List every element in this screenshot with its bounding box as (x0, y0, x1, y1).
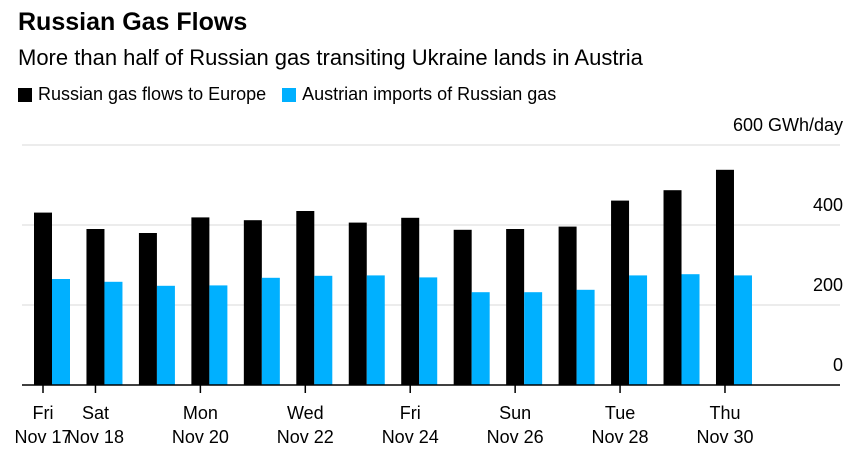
bar-austria-nov-24 (419, 277, 438, 385)
x-tick-date-label: Nov 24 (382, 427, 439, 447)
y-tick-label-400: 400 (813, 195, 843, 215)
bar-europe-nov-28 (611, 200, 630, 385)
bar-austria-nov-23 (366, 275, 385, 385)
y-tick-label-200: 200 (813, 275, 843, 295)
x-tick-date-label: Nov 18 (67, 427, 124, 447)
chart-legend: Russian gas flows to Europe Austrian imp… (18, 84, 572, 105)
bar-austria-nov-17 (52, 279, 70, 385)
chart-title: Russian Gas Flows (18, 8, 248, 36)
bar-europe-nov-17 (34, 212, 52, 385)
bar-europe-nov-30 (715, 169, 734, 385)
chart-subtitle: More than half of Russian gas transiting… (18, 45, 643, 70)
bar-austria-nov-19 (156, 285, 175, 385)
y-axis-unit-label: 600 GWh/day (733, 115, 843, 135)
x-tick-day-label: Sun (499, 403, 531, 423)
bar-europe-nov-19 (138, 233, 157, 385)
legend-swatch-europe (18, 87, 32, 102)
x-tick-day-label: Wed (287, 403, 324, 423)
bar-europe-nov-27 (558, 226, 577, 385)
x-tick-date-label: Nov 26 (487, 427, 544, 447)
x-tick-day-label: Mon (183, 403, 218, 423)
bar-austria-nov-22 (314, 275, 333, 385)
x-tick-day-label: Thu (709, 403, 740, 423)
y-tick-label-0: 0 (833, 355, 843, 375)
legend-swatch-austria (282, 87, 297, 102)
bar-austria-nov-25 (471, 292, 490, 385)
legend-label-austria: Austrian imports of Russian gas (302, 84, 557, 104)
x-tick-day-label: Fri (400, 403, 421, 423)
x-tick-date-label: Nov 28 (592, 427, 649, 447)
bar-europe-nov-25 (453, 229, 472, 385)
bar-austria-nov-29 (681, 274, 700, 385)
legend-item-europe: Russian gas flows to Europe (18, 84, 266, 105)
bar-europe-nov-18 (86, 229, 105, 385)
bar-europe-nov-29 (663, 190, 682, 385)
bar-austria-nov-21 (261, 277, 280, 385)
bar-austria-nov-27 (576, 289, 595, 385)
bar-europe-nov-20 (191, 217, 210, 385)
x-tick-date-label: Nov 30 (696, 427, 753, 447)
bar-europe-nov-23 (348, 222, 367, 385)
legend-label-europe: Russian gas flows to Europe (38, 84, 267, 104)
x-tick-day-label: Fri (33, 403, 54, 423)
bar-europe-nov-26 (506, 229, 525, 385)
bar-austria-nov-18 (104, 281, 123, 385)
bar-austria-nov-28 (629, 275, 648, 385)
x-tick-date-label: Nov 20 (172, 427, 229, 447)
bar-europe-nov-24 (401, 217, 420, 385)
bar-europe-nov-21 (243, 220, 262, 385)
x-tick-date-label: Nov 17 (14, 427, 71, 447)
bar-austria-nov-26 (524, 292, 543, 385)
bar-austria-nov-30 (733, 275, 752, 385)
x-tick-day-label: Sat (82, 403, 109, 423)
bar-europe-nov-22 (296, 211, 315, 385)
bar-austria-nov-20 (209, 285, 228, 385)
x-tick-day-label: Tue (605, 403, 635, 423)
legend-item-austria: Austrian imports of Russian gas (282, 84, 556, 105)
x-tick-date-label: Nov 22 (277, 427, 334, 447)
